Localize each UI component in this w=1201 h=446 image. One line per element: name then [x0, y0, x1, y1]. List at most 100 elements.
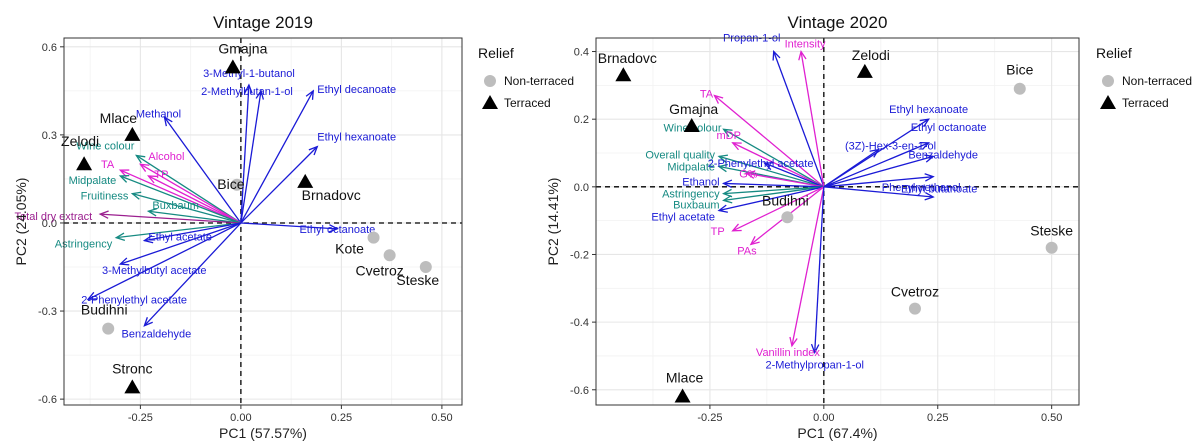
y-tick-label: -0.6	[570, 385, 589, 397]
point-label: Cvetroz	[356, 262, 404, 278]
vector-label: Intensity	[785, 39, 826, 51]
arrow-head	[135, 154, 146, 164]
loading-arrow	[146, 207, 241, 224]
arrow-shaft	[100, 213, 241, 224]
arrow-shaft	[723, 186, 824, 202]
x-tick-label: 0.00	[230, 412, 251, 424]
arrow-head	[118, 174, 130, 183]
loading-arrow	[763, 162, 825, 188]
loading-arrow	[240, 222, 339, 233]
point-label: Brnadovc	[598, 50, 657, 66]
point-label: Zelodi	[852, 47, 890, 63]
vector-label: Ethanol	[682, 176, 719, 188]
loading-arrow	[118, 169, 242, 224]
vector-label: Propan-1-ol	[723, 33, 780, 45]
arrow-head	[713, 94, 724, 104]
loading-arrow	[147, 175, 242, 224]
vector-label: 2-Methylpropan-1-ol	[765, 360, 863, 372]
arrow-shaft	[240, 146, 318, 224]
loading-arrow	[789, 186, 825, 348]
point-label: Steske	[396, 272, 439, 288]
arrow-shaft	[800, 51, 825, 187]
point-label: Stronc	[112, 360, 152, 376]
x-tick-label: 0.50	[431, 412, 452, 424]
y-axis-label: PC2 (24.05%)	[13, 178, 29, 266]
point-label: Budihni	[762, 192, 809, 208]
loading-arrow	[731, 142, 825, 188]
point-label: Zelodi	[61, 133, 99, 149]
loading-arrow	[823, 142, 931, 188]
arrow-shaft	[148, 175, 242, 224]
arrow-head	[731, 223, 742, 232]
loading-arrow	[240, 89, 315, 224]
arrow-head	[721, 188, 733, 198]
x-tick-label: 0.50	[1041, 412, 1062, 424]
point-label: Steske	[1030, 223, 1073, 239]
vector-label: Ethyl hexanoate	[317, 132, 396, 144]
arrow-shaft	[764, 162, 825, 188]
chart-title: Vintage 2019	[213, 13, 313, 32]
vector-label: Ethyl hexanoate	[889, 104, 968, 116]
point-label: Mlace	[100, 110, 138, 126]
vector-label: mDP	[716, 130, 740, 142]
arrow-shaft	[140, 163, 242, 224]
x-tick-label: -0.25	[697, 412, 722, 424]
loading-arrow	[810, 186, 825, 355]
chart-2: -0.25 0.00 0.25 0.50 -0.6 -0.4 -0.2 0.0 0.2 0.4 Pr…	[545, 13, 1192, 441]
legend-item-label: Non-terraced	[504, 74, 574, 88]
vector-label: Midpalate	[69, 175, 117, 187]
legend: Relief Non-terraced Terraced	[1096, 45, 1192, 110]
arrow-head	[328, 224, 339, 233]
arrow-shaft	[143, 222, 242, 327]
vector-label: Ethyl acetate	[148, 232, 212, 244]
arrow-shaft	[87, 222, 242, 300]
arrow-head	[924, 173, 935, 182]
arrow-head	[139, 163, 150, 172]
vector-label: Midpalate	[667, 162, 715, 174]
arrow-head	[722, 195, 733, 204]
legend: Relief Non-terraced Terraced	[478, 45, 574, 110]
arrow-shaft	[773, 51, 825, 188]
non-terraced-point	[383, 249, 396, 262]
arrow-head	[749, 236, 760, 246]
arrow-head	[717, 163, 728, 173]
chart-title: Vintage 2020	[788, 13, 888, 32]
x-axis-label: PC1 (67.4%)	[797, 425, 877, 441]
arrow-head	[118, 257, 130, 266]
arrow-head	[130, 191, 142, 200]
loading-arrow	[721, 179, 824, 188]
y-tick-label: 0.0	[574, 182, 589, 194]
arrow-shaft	[240, 84, 250, 224]
arrow-head	[869, 148, 880, 158]
terraced-point	[674, 388, 691, 403]
arrow-shaft	[116, 222, 241, 239]
y-tick-label: 0.4	[574, 47, 589, 59]
non-terraced-point	[102, 322, 115, 335]
y-axis-label: PC2 (14.41%)	[545, 178, 561, 266]
arrow-shaft	[240, 222, 338, 230]
arrow-head	[98, 210, 109, 219]
arrow-head	[163, 115, 173, 127]
arrow-head	[146, 207, 158, 217]
arrow-head	[721, 179, 733, 188]
arrow-shaft	[823, 176, 934, 188]
loading-arrow	[772, 50, 825, 188]
legend-circle-icon	[484, 75, 496, 87]
non-terraced-point	[781, 211, 794, 224]
arrow-shaft	[723, 186, 824, 195]
y-tick-label: 0.3	[42, 130, 57, 142]
vector-label: TP	[711, 226, 725, 238]
vector-label: TA	[700, 89, 714, 101]
vector-label: Ethyl octanoate	[911, 122, 987, 134]
point-label: Mlace	[666, 370, 704, 386]
point-label: Cvetroz	[891, 284, 939, 300]
point-label: Bice	[217, 176, 244, 192]
vector-label: PAs	[737, 245, 757, 257]
vector-label: Alcohol	[148, 151, 184, 163]
loading-arrow	[713, 94, 825, 188]
terraced-point	[683, 117, 700, 132]
arrow-shaft	[732, 142, 825, 188]
loading-arrow	[118, 174, 242, 224]
vector-label: G%	[739, 168, 758, 180]
